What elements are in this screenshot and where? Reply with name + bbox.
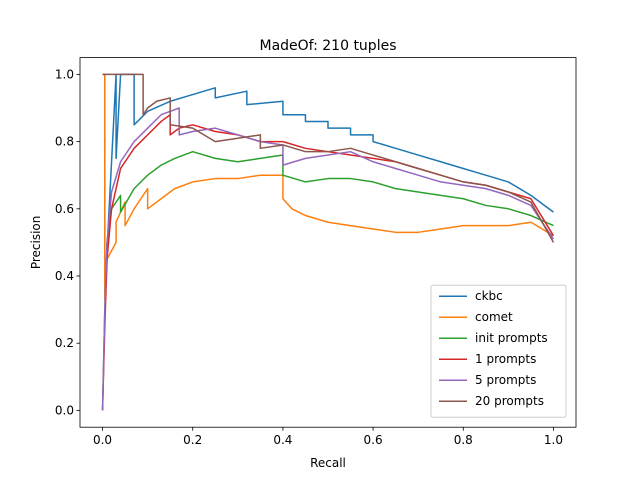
y-tick-label: 1.0 (55, 67, 74, 81)
x-tick-label: 0.6 (364, 433, 383, 447)
y-axis-label: Precision (29, 216, 43, 270)
y-tick-label: 0.0 (55, 403, 74, 417)
x-tick-label: 0.0 (93, 433, 112, 447)
y-tick-label: 0.2 (55, 336, 74, 350)
legend-box (430, 284, 567, 418)
y-tick-label: 0.6 (55, 202, 74, 216)
series-line-1 (102, 73, 554, 301)
y-tick-label: 0.8 (55, 135, 74, 149)
y-axis: 0.0 0.2 0.4 0.6 0.8 1.0 (55, 67, 80, 417)
x-tick-label: 0.2 (183, 433, 202, 447)
x-tick-label: 0.4 (273, 433, 292, 447)
series-line-5 (102, 73, 555, 243)
x-axis: 0.0 0.2 0.4 0.6 0.8 1.0 (93, 427, 563, 447)
series-line-2 (101, 150, 554, 411)
legend-label-4: 5 prompts (475, 373, 536, 387)
series-layer (101, 73, 555, 411)
y-tick-label: 0.4 (55, 269, 74, 283)
series-line-4 (101, 107, 555, 411)
legend: ckbc comet init prompts 1 prompts 5 prompts 2… (430, 284, 567, 418)
x-tick-label: 1.0 (544, 433, 563, 447)
chart-title: MadeOf: 210 tuples (260, 38, 397, 54)
legend-label-5: 20 prompts (475, 394, 544, 408)
x-axis-label: Recall (310, 456, 346, 470)
x-tick-label: 0.8 (454, 433, 473, 447)
legend-label-0: ckbc (475, 289, 503, 303)
legend-label-1: comet (475, 310, 513, 324)
axes-frame (79, 57, 577, 428)
legend-label-2: init prompts (475, 331, 548, 345)
legend-label-3: 1 prompts (475, 352, 536, 366)
